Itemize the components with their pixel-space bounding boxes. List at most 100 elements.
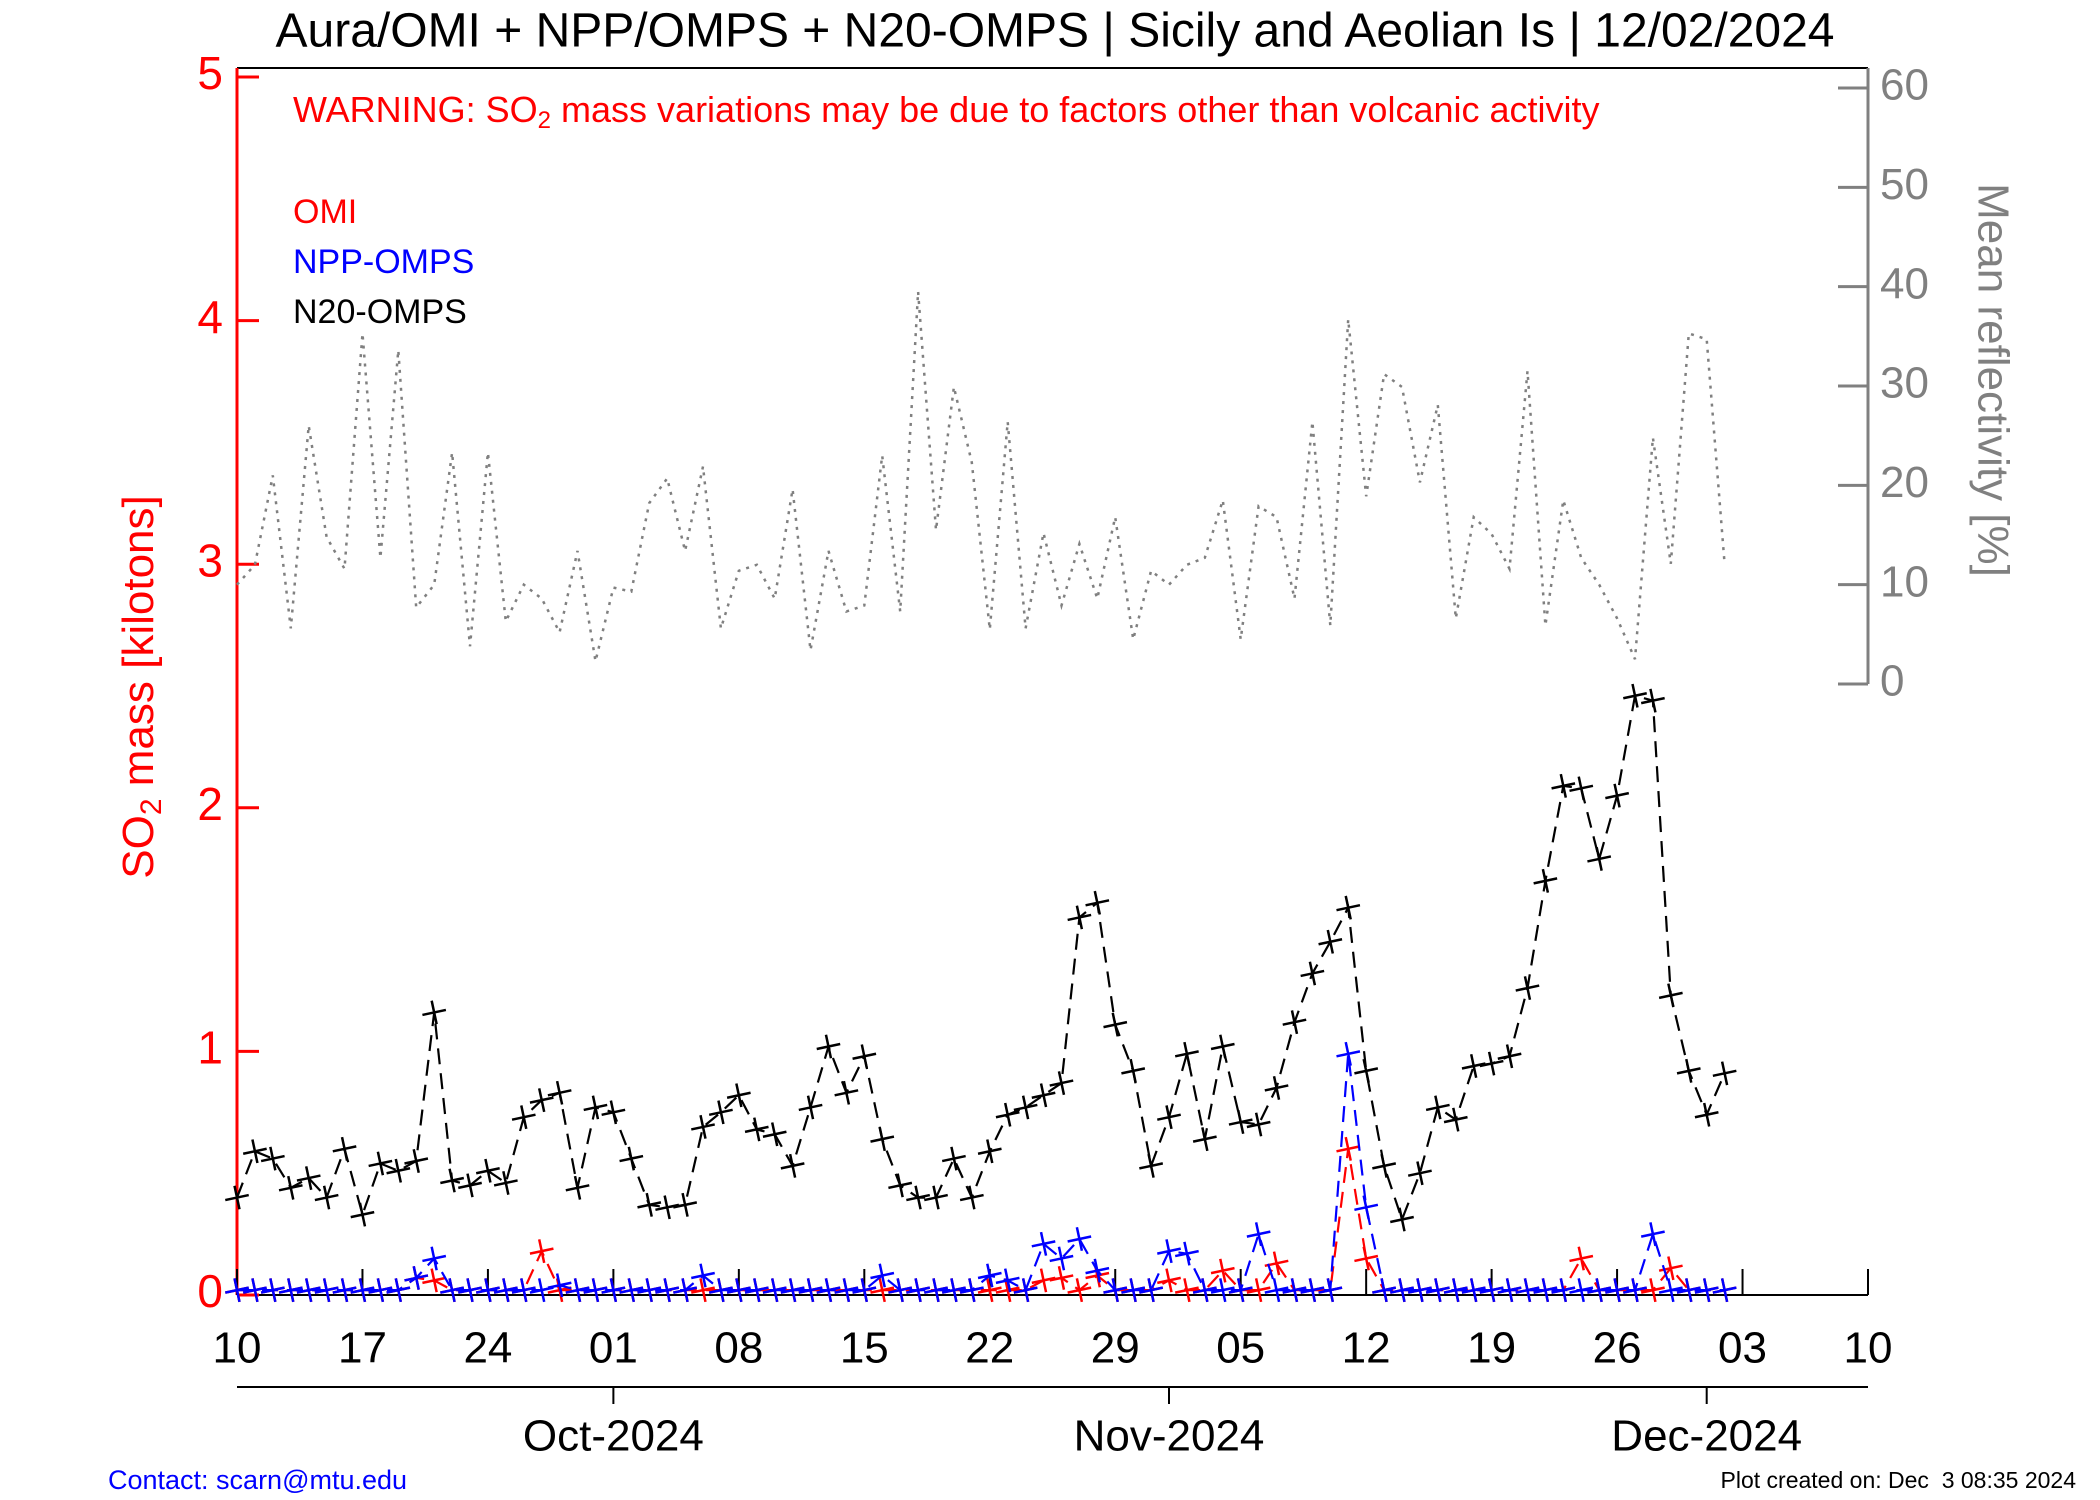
- marker: [870, 1127, 895, 1152]
- marker: [1031, 1268, 1056, 1293]
- marker: [816, 1278, 841, 1303]
- x-tick-label: 05: [1216, 1324, 1265, 1373]
- x-tick-label: 12: [1342, 1324, 1391, 1373]
- y-tick-label: 4: [197, 291, 223, 343]
- marker: [977, 1263, 1002, 1288]
- marker: [691, 1263, 715, 1288]
- marker: [1336, 1041, 1361, 1066]
- marker: [242, 1278, 267, 1303]
- marker: [780, 1278, 805, 1303]
- marker: [601, 1100, 626, 1125]
- contact: Contact: scarn@mtu.edu: [108, 1465, 407, 1495]
- marker: [1694, 1278, 1719, 1303]
- marker: [655, 1195, 680, 1220]
- y2-tick-label: 40: [1880, 259, 1929, 308]
- x-tick-label: 10: [213, 1324, 262, 1373]
- warning-subscript: 2: [538, 107, 551, 134]
- marker: [834, 1080, 859, 1105]
- marker: [1336, 895, 1361, 920]
- marker: [924, 1185, 948, 1210]
- marker: [529, 1239, 554, 1264]
- marker: [1461, 1278, 1486, 1303]
- marker: [1282, 1010, 1307, 1035]
- marker: [1461, 1054, 1486, 1079]
- marker: [1640, 688, 1665, 713]
- marker: [1157, 1239, 1181, 1264]
- x-tick-label: 03: [1718, 1324, 1767, 1373]
- marker: [1318, 929, 1343, 954]
- marker: [906, 1278, 931, 1303]
- marker: [1049, 1071, 1074, 1096]
- marker: [583, 1095, 608, 1120]
- marker: [1121, 1058, 1146, 1083]
- marker: [995, 1102, 1020, 1127]
- marker: [1479, 1051, 1504, 1076]
- marker: [1569, 1246, 1594, 1271]
- marker: [1085, 1258, 1110, 1283]
- y-label-text: mass [kilotons]: [114, 495, 163, 798]
- marker: [1300, 1278, 1325, 1303]
- x-tick-label: 17: [338, 1324, 387, 1373]
- marker: [296, 1278, 321, 1303]
- marker: [1497, 1044, 1522, 1069]
- marker: [1515, 1278, 1540, 1303]
- marker: [673, 1192, 698, 1217]
- marker: [1318, 1278, 1343, 1303]
- marker: [565, 1278, 590, 1303]
- marker: [1515, 976, 1540, 1001]
- marker: [1605, 1278, 1630, 1303]
- marker: [1623, 1278, 1647, 1303]
- marker: [260, 1278, 285, 1303]
- marker: [1443, 1278, 1468, 1303]
- legend-entry: OMI: [293, 193, 357, 231]
- marker: [422, 1268, 447, 1293]
- marker: [1300, 961, 1325, 986]
- y2-axis-label: Mean reflectivity [%]: [1968, 183, 2017, 577]
- marker: [995, 1268, 1020, 1293]
- chart-title: Aura/OMI + NPP/OMPS + N20-OMPS | Sicily …: [276, 5, 1835, 58]
- marker: [511, 1278, 536, 1303]
- marker: [404, 1149, 429, 1174]
- marker: [1372, 1278, 1397, 1303]
- marker: [1569, 1278, 1594, 1303]
- marker: [1712, 1061, 1737, 1086]
- marker: [619, 1146, 644, 1171]
- marker: [1533, 1278, 1558, 1303]
- marker: [1354, 1195, 1379, 1220]
- marker: [888, 1278, 913, 1303]
- marker: [906, 1185, 931, 1210]
- x-tick-label: 22: [965, 1324, 1014, 1373]
- marker: [260, 1146, 285, 1171]
- marker: [1157, 1268, 1181, 1293]
- marker: [1192, 1127, 1217, 1152]
- marker: [977, 1139, 1002, 1164]
- y-label-subscript: 2: [135, 798, 168, 815]
- marker: [1479, 1278, 1504, 1303]
- marker: [744, 1278, 769, 1303]
- marker: [601, 1278, 626, 1303]
- marker: [1013, 1278, 1038, 1303]
- marker: [458, 1173, 482, 1198]
- month-label: Oct-2024: [523, 1412, 704, 1461]
- marker: [368, 1278, 393, 1303]
- marker: [422, 1246, 447, 1271]
- marker: [422, 1000, 447, 1025]
- marker: [1013, 1095, 1038, 1120]
- x-tick-label: 19: [1467, 1324, 1516, 1373]
- marker: [852, 1044, 877, 1069]
- marker: [1443, 1107, 1468, 1132]
- reflectivity-line: [236, 291, 1726, 662]
- marker: [1372, 1153, 1397, 1178]
- month-label: Dec-2024: [1611, 1412, 1802, 1461]
- marker: [547, 1080, 572, 1105]
- marker: [637, 1278, 662, 1303]
- marker: [440, 1168, 465, 1193]
- marker: [1210, 1034, 1235, 1059]
- marker: [1282, 1278, 1307, 1303]
- marker: [1067, 1278, 1092, 1303]
- series-line: [235, 694, 1726, 1223]
- marker: [1407, 1161, 1432, 1186]
- month-label: Nov-2024: [1074, 1412, 1265, 1461]
- marker: [1354, 1058, 1379, 1083]
